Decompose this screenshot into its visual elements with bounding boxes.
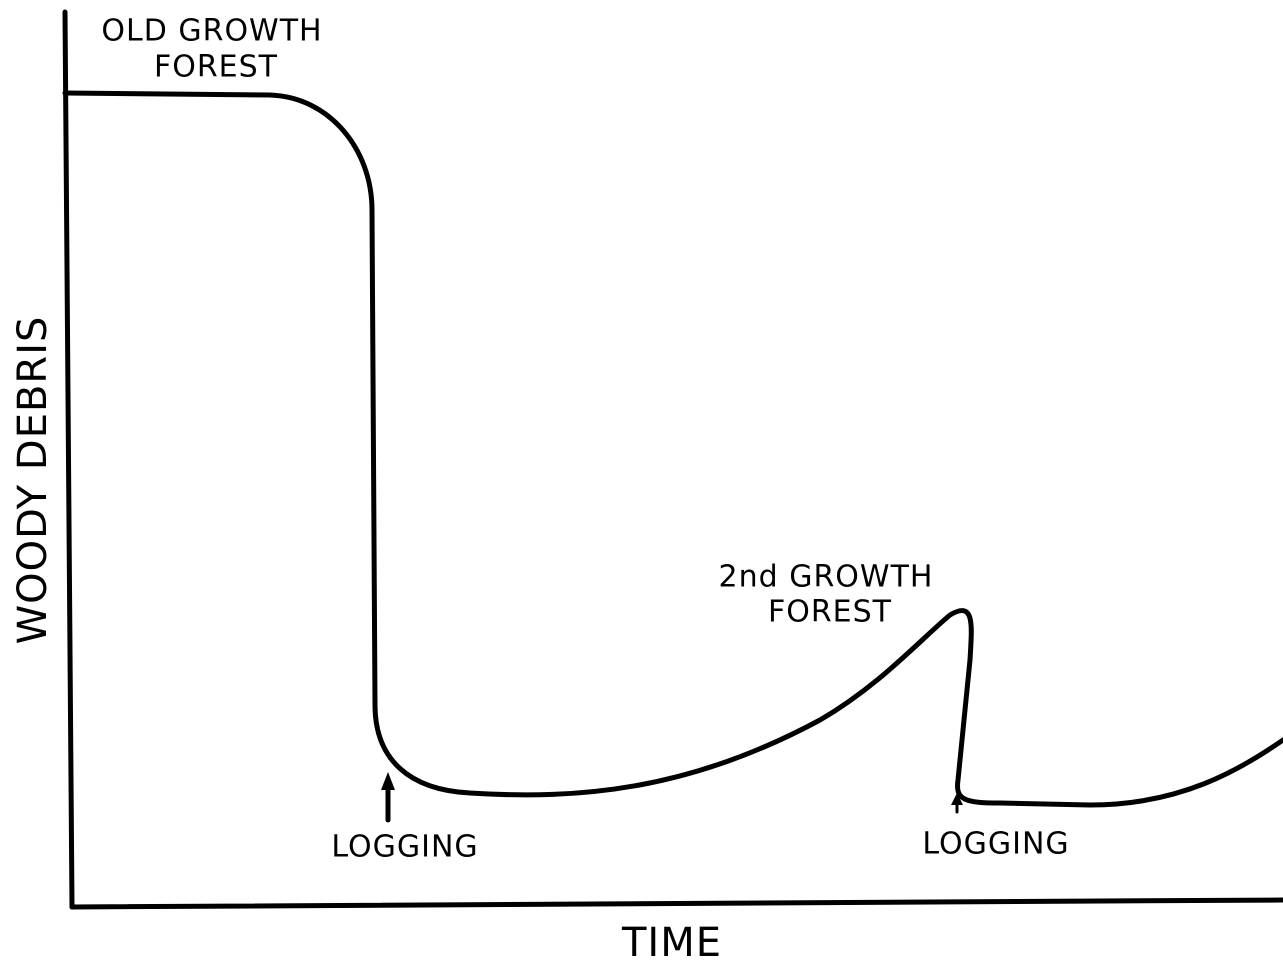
y-axis-label: WOODY DEBRIS — [10, 316, 56, 645]
annotation: OLD GROWTH — [101, 14, 322, 49]
annotation: LOGGING — [922, 827, 1069, 862]
annotation: 2nd GROWTH — [719, 560, 934, 595]
annotation: LOGGING — [331, 830, 478, 865]
logging-arrowhead — [951, 793, 963, 805]
x-axis-label: TIME — [621, 920, 722, 962]
logging-arrowhead — [381, 772, 395, 790]
annotation: FOREST — [768, 595, 892, 630]
debris-curve — [62, 90, 1283, 808]
x-axis — [69, 897, 1283, 910]
annotation: FOREST — [154, 50, 278, 85]
y-axis — [62, 9, 75, 910]
